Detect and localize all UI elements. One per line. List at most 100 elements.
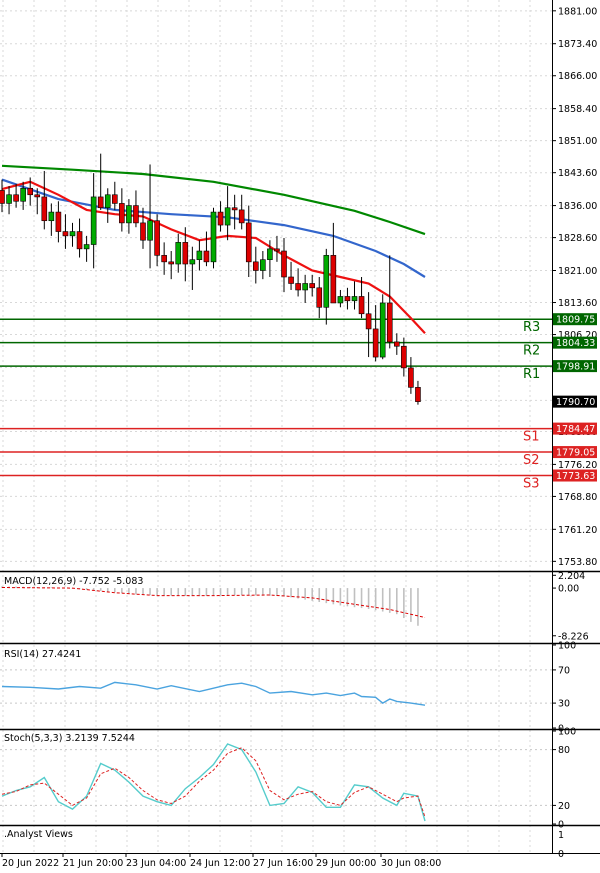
- time-tick-label: 21 Jun 20:00: [63, 858, 123, 869]
- stoch-tick-label: 80: [558, 745, 570, 756]
- candle-up: [337, 296, 344, 304]
- candle-down: [330, 255, 337, 304]
- rsi-tick-label: 30: [558, 699, 570, 710]
- candle-down: [119, 203, 125, 224]
- level-value-box: [553, 422, 597, 435]
- stoch-tick-label: 20: [558, 801, 570, 812]
- level-value-label: 1784.47: [556, 424, 595, 435]
- price-tick-label: 1873.40: [558, 39, 597, 50]
- level-value-label: 1798.91: [556, 362, 595, 373]
- level-value-label: 1809.75: [556, 315, 595, 326]
- candle-down: [76, 231, 83, 250]
- level-value-label: 1773.63: [556, 471, 595, 482]
- axis-labels: 1881.00 1873.40 1866.00 1858.40 1851.00 1843.…: [2, 6, 597, 869]
- candle-up: [147, 220, 153, 241]
- time-tick-label: 23 Jun 04:00: [126, 858, 186, 869]
- level-name-r3: R3: [523, 320, 540, 335]
- candle-down: [133, 205, 139, 224]
- grid: [0, 0, 552, 853]
- level-value-box: [553, 313, 597, 326]
- candle-down: [288, 276, 294, 284]
- candle-up: [90, 196, 97, 245]
- candle-up: [48, 211, 55, 222]
- candle-up: [267, 248, 273, 260]
- candle-down: [182, 242, 189, 265]
- candle-up: [175, 242, 182, 265]
- price-tick-label: 1866.00: [558, 71, 597, 82]
- candle-down: [97, 196, 104, 209]
- candles: [0, 153, 421, 405]
- level-name-r2: R2: [523, 344, 540, 359]
- candle-down: [274, 248, 280, 252]
- candle-up: [302, 283, 308, 291]
- candle-down: [365, 313, 372, 330]
- current-price-label: 1790.70: [556, 397, 595, 408]
- price-tick-label: 1836.00: [558, 201, 597, 212]
- candle-up: [104, 194, 111, 209]
- candle-down: [140, 222, 146, 241]
- rsi-tick-label: 70: [558, 665, 570, 676]
- candle-up: [189, 259, 196, 265]
- candle-down: [27, 187, 34, 196]
- candle-down: [62, 231, 69, 237]
- time-tick-label: 29 Jun 00:00: [316, 858, 376, 869]
- price-tick-label: 1881.00: [558, 6, 597, 17]
- candle-up: [126, 205, 132, 224]
- candle-up: [260, 259, 266, 271]
- candle-up: [83, 244, 90, 250]
- price-tick-label: 1828.60: [558, 233, 597, 244]
- candle-down: [154, 220, 160, 256]
- price-tick-label: 1753.80: [558, 557, 597, 568]
- candle-up: [351, 296, 358, 302]
- macd-tick-label: -8.226: [558, 631, 589, 642]
- time-tick-label: 27 Jun 16:00: [253, 858, 313, 869]
- candle-down: [281, 250, 287, 278]
- candle-up: [323, 255, 330, 308]
- candle-down: [203, 250, 210, 263]
- price-tick-label: 1761.20: [558, 525, 597, 536]
- candle-up: [20, 187, 26, 202]
- candle-down: [245, 222, 252, 263]
- candle-down: [309, 283, 316, 289]
- level-value-box: [553, 446, 597, 459]
- candle-down: [34, 194, 41, 198]
- price-tick-label: 1843.60: [558, 168, 597, 179]
- level-value-label: 1804.33: [556, 338, 595, 349]
- candle-down: [41, 196, 48, 222]
- support-resistance-levels: [0, 318, 552, 477]
- candle-up: [224, 207, 231, 226]
- price-tick-label: 1806.20: [558, 330, 597, 341]
- candle-down: [408, 367, 414, 388]
- candle-down: [13, 194, 19, 202]
- indicator-panels: [0, 586, 552, 822]
- analyst-tick-label: 1: [558, 830, 564, 841]
- candle-up: [379, 302, 386, 358]
- candle-down: [55, 211, 62, 232]
- level-name-s2: S2: [523, 453, 540, 468]
- rsi-line: [1, 681, 426, 706]
- price-tick-label: 1858.40: [558, 104, 597, 115]
- candle-down: [372, 328, 379, 358]
- candle-down: [0, 190, 5, 204]
- stoch-title: Stoch(5,3,3) 3.2139 7.5244: [4, 733, 135, 744]
- candle-down: [231, 207, 238, 211]
- time-tick-label: 30 Jun 08:00: [381, 858, 441, 869]
- ma-slow-line: [1, 164, 426, 236]
- candle-down: [415, 387, 421, 402]
- level-name-s1: S1: [523, 430, 540, 445]
- candle-down: [112, 194, 118, 204]
- candle-up: [210, 211, 217, 263]
- level-value-box: [553, 469, 597, 482]
- price-tick-label: 1776.20: [558, 460, 597, 471]
- time-tick-label: 20 Jun 2022: [2, 858, 59, 869]
- price-tick-label: 1813.60: [558, 298, 597, 309]
- stoch-tick-label: 0: [558, 820, 564, 831]
- candle-down: [168, 261, 174, 265]
- time-tick-label: 24 Jun 12:00: [190, 858, 250, 869]
- candle-up: [196, 250, 203, 260]
- macd-tick-label: 2.204: [558, 571, 585, 582]
- level-value-box: [553, 360, 597, 373]
- stoch-signal-line: [1, 747, 426, 818]
